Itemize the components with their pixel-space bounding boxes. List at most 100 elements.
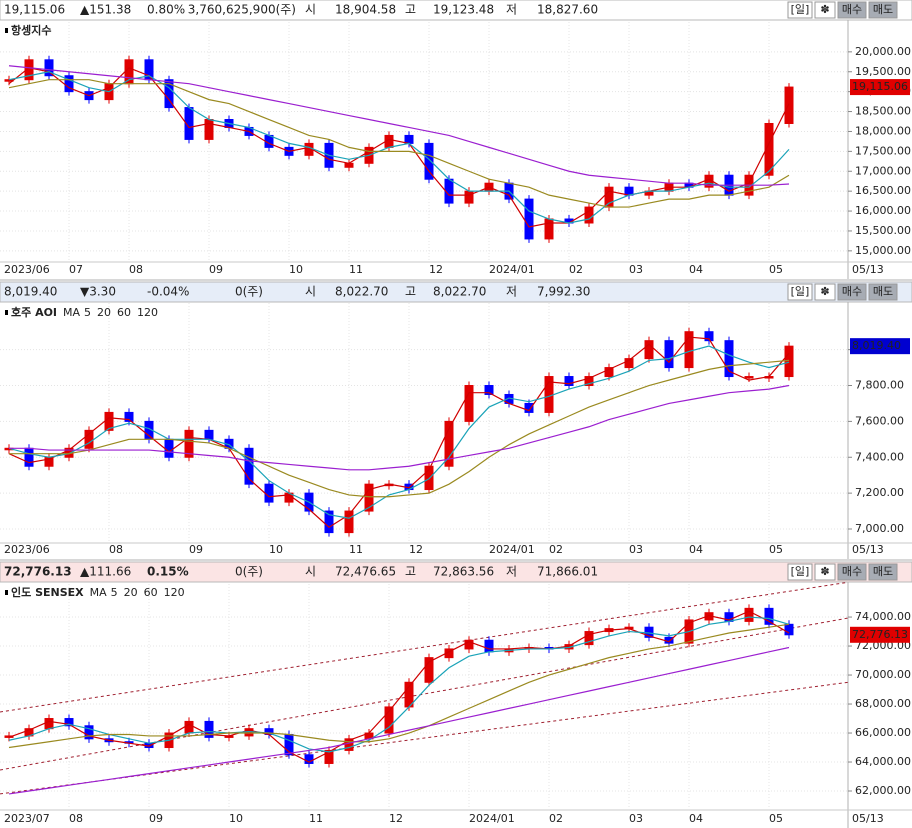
x-tick-label: 08 [69,812,83,825]
candle [184,720,194,734]
candle [124,411,134,422]
x-tick-label: 2024/01 [489,263,535,276]
candle [44,59,54,77]
low: 71,866.01 [537,565,598,579]
candle [784,86,794,124]
x-tick-label: 12 [429,263,443,276]
legend-label: MA [63,306,80,319]
chart-title: 인도 SENSEX [11,585,84,599]
ma-line [9,384,790,471]
candle [84,725,94,740]
x-tick-label: 02 [549,543,563,556]
ma-line [8,336,790,528]
candle [724,340,734,378]
button-label[interactable]: ✽ [820,565,829,578]
legend-entry: 120 [137,306,158,319]
button[interactable] [814,1,836,19]
candle [464,639,474,650]
candle [584,206,594,224]
legend-entry: 20 [124,586,138,599]
candle [644,340,654,360]
header-bar [0,561,912,583]
y-tick-label: 18,500.00 [855,105,911,118]
x-tick-label: 03 [629,543,643,556]
candle [344,510,354,534]
button-label[interactable]: 매수 [842,285,862,298]
open: 18,904.58 [335,3,396,17]
open-label: 시 [305,285,316,299]
candle [684,331,694,369]
candle [324,749,334,764]
candle [484,385,494,395]
button[interactable] [868,563,898,581]
button[interactable] [837,563,867,581]
x-tick-label: 07 [69,263,83,276]
open: 72,476.65 [335,565,396,579]
button-label[interactable]: ✽ [820,3,829,16]
legend-entry: 5 [84,306,91,319]
candle [524,402,534,413]
date-label: 05/13 [852,812,884,825]
candle [564,376,574,387]
button[interactable] [787,283,813,301]
button-label[interactable]: [일] [791,564,810,578]
x-tick-label: 2023/07 [4,812,50,825]
y-tick-label: 62,000.00 [855,784,911,797]
change-rate: -0.04% [147,285,189,299]
trendline [0,581,849,713]
low: 18,827.60 [537,3,598,17]
change: ▲111.66 [80,565,131,579]
ma-line [8,610,790,763]
button[interactable] [868,1,898,19]
button[interactable] [814,563,836,581]
y-tick-label: 70,000.00 [855,668,911,681]
candle [384,706,394,734]
button[interactable] [837,1,867,19]
legend-entry: 120 [164,586,185,599]
candle [664,340,674,369]
ma-line [8,616,790,753]
price-tag [850,79,910,96]
candle [44,718,54,730]
ma-line [8,345,790,519]
x-tick-label: 12 [409,543,423,556]
y-tick-label: 17,000.00 [855,164,911,177]
y-tick-label: 68,000.00 [855,697,911,710]
y-tick-label: 7,400.00 [855,450,904,463]
button[interactable] [787,563,813,581]
button-label[interactable]: [일] [791,2,810,16]
button-label[interactable]: ✽ [820,285,829,298]
button[interactable] [868,283,898,301]
y-tick-label: 17,500.00 [855,144,911,157]
ma-line [9,359,790,498]
button[interactable] [814,283,836,301]
candle [624,186,634,196]
change: ▲151.38 [80,3,131,17]
button-label[interactable]: [일] [791,284,810,298]
chart-title: 항셍지수 [11,23,51,37]
price-tag-label: 19,115.06 [852,80,908,93]
button[interactable] [837,283,867,301]
button[interactable] [787,1,813,19]
button-label[interactable]: 매수 [842,3,862,16]
x-tick-label: 12 [389,812,403,825]
button-label[interactable]: 매수 [842,565,862,578]
button-label[interactable]: 매도 [873,285,893,298]
candle [764,122,774,176]
x-tick-label: 04 [689,543,703,556]
candle [64,75,74,93]
low-label: 저 [506,3,517,17]
candle [624,358,634,369]
button-label[interactable]: 매도 [873,565,893,578]
candle [424,142,434,180]
x-tick-label: 10 [289,263,303,276]
ma-line [8,646,790,795]
ma-line [8,65,790,186]
high-label: 고 [405,565,416,579]
button-label[interactable]: 매도 [873,3,893,16]
y-tick-label: 7,600.00 [855,414,904,427]
x-tick-label: 03 [629,263,643,276]
open-label: 시 [305,3,316,17]
x-tick-label: 10 [269,543,283,556]
y-tick-label: 16,000.00 [855,204,911,217]
